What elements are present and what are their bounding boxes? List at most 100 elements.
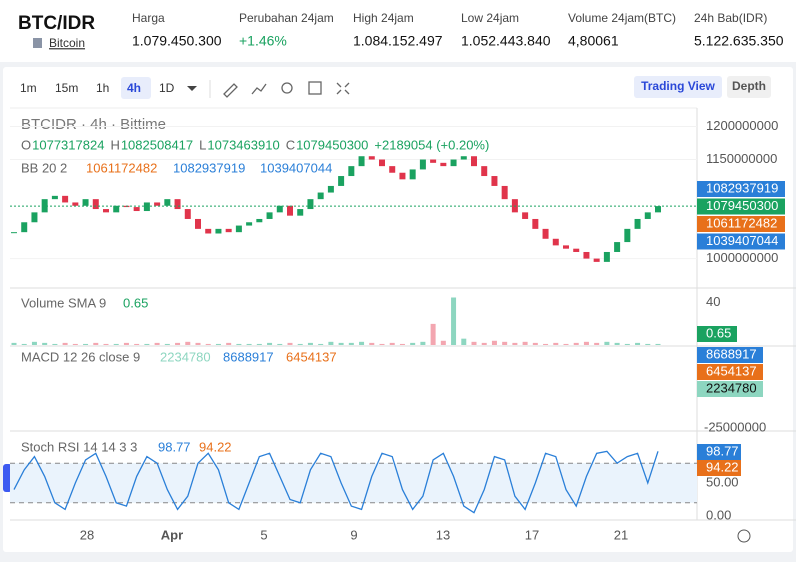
tools[interactable] xyxy=(223,81,350,98)
view-tab[interactable] xyxy=(634,76,722,98)
interval: 1h xyxy=(96,81,109,95)
candle xyxy=(287,205,293,216)
interval: 15m xyxy=(55,81,78,95)
candle xyxy=(573,248,580,252)
stoch-band xyxy=(10,463,697,503)
interval: 1m xyxy=(20,81,37,95)
stoch-k xyxy=(13,450,659,514)
volume-bar xyxy=(256,343,262,345)
candle xyxy=(563,245,569,249)
candle xyxy=(501,185,508,200)
ohlc-key: H xyxy=(110,137,119,152)
macd-tag xyxy=(697,347,763,363)
volume-bar xyxy=(399,343,405,345)
candle xyxy=(205,228,212,234)
price-tag-label: 1082937919 xyxy=(706,180,778,195)
volume-bar xyxy=(103,343,109,345)
volume-bar xyxy=(11,342,17,345)
candle xyxy=(31,212,38,223)
candle xyxy=(634,218,641,229)
candle xyxy=(225,228,232,233)
volume-bar xyxy=(583,341,589,345)
candle xyxy=(379,159,385,167)
volume-bar xyxy=(369,342,375,345)
candle xyxy=(164,199,171,206)
candle xyxy=(358,156,365,167)
coin[interactable]: Bitcoin xyxy=(49,36,85,50)
candle xyxy=(419,159,426,170)
volume-bar xyxy=(338,342,344,345)
side-toggle[interactable] xyxy=(3,464,12,492)
volume-bar xyxy=(543,343,549,345)
candle xyxy=(307,199,314,210)
candle xyxy=(471,156,477,167)
volume-bar xyxy=(563,343,569,345)
volume-bar xyxy=(481,342,487,345)
volume-bar xyxy=(553,342,559,345)
macd-name: MACD 12 26 close 9 xyxy=(21,349,140,364)
bb-name: BB 20 2 xyxy=(21,160,67,175)
candle xyxy=(614,242,621,252)
macd-value: 6454137 xyxy=(286,349,337,364)
volume-bar xyxy=(236,343,242,345)
pair: BTC/IDR xyxy=(18,13,95,34)
volume-bar xyxy=(624,343,630,345)
volume-bar xyxy=(655,343,661,345)
candle xyxy=(368,156,375,160)
candle xyxy=(92,199,99,210)
volume-bar xyxy=(573,342,579,345)
volume-bar xyxy=(277,343,283,345)
candle xyxy=(327,185,334,193)
candle xyxy=(389,166,396,173)
candle xyxy=(593,258,600,262)
candle xyxy=(256,218,263,223)
volume-bar xyxy=(440,340,446,345)
volume-bar xyxy=(93,342,99,345)
volume-bar xyxy=(471,341,477,345)
volume-bar xyxy=(185,341,191,345)
price-tag-label: 1061172482 xyxy=(706,215,777,230)
stat-label: Volume 24jam(BTC) xyxy=(568,11,676,25)
view-label: Trading View xyxy=(641,79,715,93)
volume-bar xyxy=(195,342,201,345)
header-bg xyxy=(0,0,796,62)
volume-bar xyxy=(461,338,467,345)
settings[interactable] xyxy=(737,529,751,543)
volume-bar xyxy=(134,343,140,345)
interval: 1D xyxy=(159,81,175,95)
candle xyxy=(583,251,590,259)
stat-value: 4,80061 xyxy=(568,33,619,49)
dropdown[interactable] xyxy=(187,86,197,91)
volume-bar xyxy=(297,343,303,345)
macd-tag xyxy=(697,381,763,397)
candle xyxy=(195,218,201,229)
time-tick: 28 xyxy=(80,527,94,542)
view-tab[interactable] xyxy=(727,76,771,98)
legend-symbol: BTCIDR · 4h · Bittime xyxy=(21,116,166,133)
ohlc-key: C xyxy=(286,137,295,152)
ohlc-value: 1082508417 xyxy=(121,137,193,152)
macd-value: 8688917 xyxy=(223,349,274,364)
candle xyxy=(41,199,48,213)
price-tag-label: 1079450300 xyxy=(706,198,778,213)
candle xyxy=(215,228,222,234)
volume-bar xyxy=(226,342,232,345)
ohlc-key: O xyxy=(21,137,31,152)
stoch-tick: 0.00 xyxy=(706,507,731,522)
ohlc-value: 1079450300 xyxy=(296,137,368,152)
candle xyxy=(297,209,304,216)
candle xyxy=(235,225,242,233)
candle xyxy=(246,222,253,226)
candle xyxy=(72,202,79,206)
candle xyxy=(552,238,559,246)
volume-bar xyxy=(389,342,395,345)
volume-bar xyxy=(123,342,129,345)
stoch-tag-label: 98.77 xyxy=(706,443,739,458)
volume-bar xyxy=(420,341,426,345)
volume-bar xyxy=(113,343,119,345)
stat-label: 24h Bab(IDR) xyxy=(694,11,767,25)
macd-tick: -25000000 xyxy=(704,419,766,434)
volume-bar xyxy=(52,343,58,345)
price-tag xyxy=(697,233,785,250)
